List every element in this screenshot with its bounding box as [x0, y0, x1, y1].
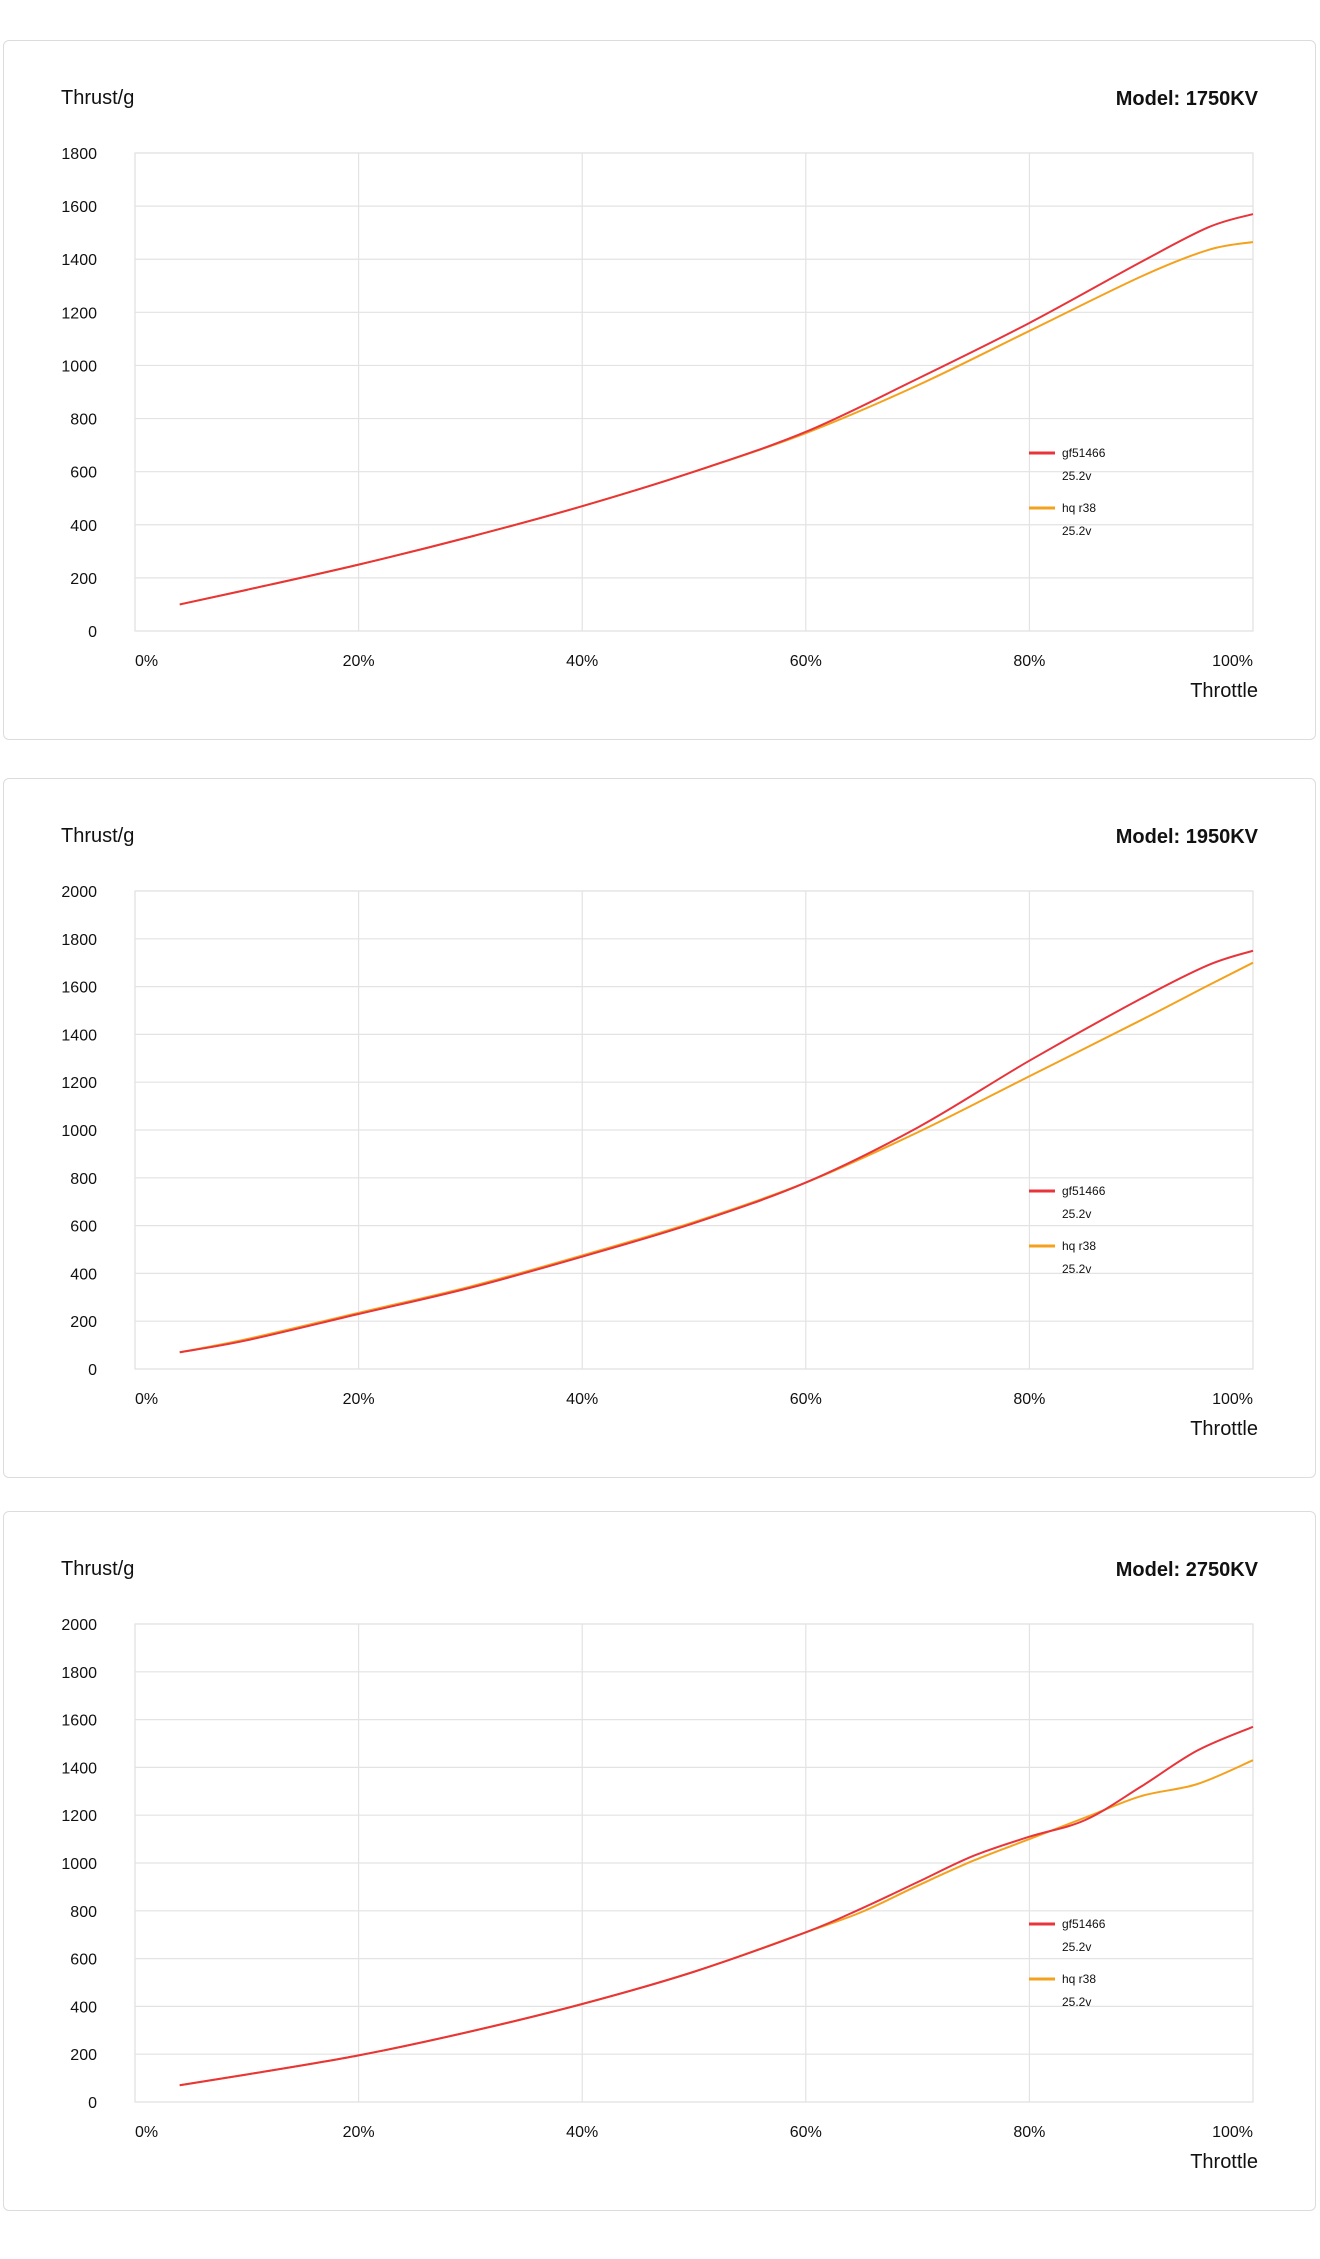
y-tick-label: 1200: [61, 1075, 97, 1092]
y-tick-label: 1000: [61, 1123, 97, 1140]
x-tick-label: 80%: [1013, 2124, 1045, 2141]
legend-sublabel: 25.2v: [1062, 1207, 1091, 1221]
y-tick-label: 1000: [61, 1856, 97, 1873]
y-tick-label: 600: [70, 1219, 97, 1236]
x-tick-label: 40%: [566, 2124, 598, 2141]
series-line-hq-r38: [179, 961, 1254, 1354]
y-tick-label: 200: [70, 571, 97, 588]
x-tick-label: 40%: [566, 653, 598, 670]
x-tick-label: 20%: [343, 653, 375, 670]
legend-sublabel: 25.2v: [1062, 1940, 1091, 1954]
x-tick-label: 80%: [1013, 653, 1045, 670]
y-tick-label: 1800: [61, 932, 97, 949]
y-tick-label: 1400: [61, 1760, 97, 1777]
x-tick-label: 40%: [566, 1391, 598, 1408]
x-tick-label: 60%: [790, 653, 822, 670]
x-tick-label: 20%: [343, 1391, 375, 1408]
y-tick-label: 2000: [61, 1617, 97, 1634]
y-tick-label: 400: [70, 518, 97, 535]
y-tick-label: 800: [70, 412, 97, 429]
x-axis-label: Throttle: [1190, 680, 1258, 702]
x-tick-label: 60%: [790, 1391, 822, 1408]
y-tick-label: 1200: [61, 1808, 97, 1825]
chart-card-2750kv: 0 200 400 600 800 1000 1200 1400 1600 1800 2000 0% 2…: [3, 1511, 1316, 2211]
y-tick-label: 1600: [61, 199, 97, 216]
y-tick-label: 1800: [61, 146, 97, 163]
chart-card-1750kv: 0 200 400 600 800 1000 1200 1400 1600 1800 0% 20% 40…: [3, 40, 1316, 740]
y-tick-label: 1000: [61, 358, 97, 375]
y-tick-label: 200: [70, 2047, 97, 2064]
x-axis-label: Throttle: [1190, 1418, 1258, 1440]
legend-sublabel: 25.2v: [1062, 469, 1091, 483]
legend-label: gf51466: [1062, 446, 1106, 460]
legend-label: gf51466: [1062, 1184, 1106, 1198]
y-tick-label: 2000: [61, 884, 97, 901]
series-line-gf51466: [179, 1725, 1254, 2087]
y-tick-label: 600: [70, 1952, 97, 1969]
legend-sublabel: 25.2v: [1062, 1995, 1091, 2009]
x-tick-label: 0%: [135, 653, 158, 670]
y-tick-label: 0: [88, 2095, 97, 2112]
x-tick-label: 100%: [1212, 2124, 1253, 2141]
x-axis-label: Throttle: [1190, 2151, 1258, 2173]
x-tick-label: 0%: [135, 1391, 158, 1408]
y-tick-label: 1200: [61, 305, 97, 322]
y-tick-label: 800: [70, 1171, 97, 1188]
chart-title: Model: 1750KV: [1115, 88, 1258, 110]
y-tick-label: 200: [70, 1314, 97, 1331]
y-axis-label: Thrust/g: [61, 825, 135, 847]
x-tick-label: 60%: [790, 2124, 822, 2141]
series-line-gf51466: [179, 213, 1254, 606]
y-tick-label: 1400: [61, 252, 97, 269]
plot-frame: [134, 152, 1254, 632]
x-tick-label: 80%: [1013, 1391, 1045, 1408]
y-tick-label: 400: [70, 1266, 97, 1283]
legend-sublabel: 25.2v: [1062, 524, 1091, 538]
chart-title: Model: 2750KV: [1115, 1559, 1258, 1581]
series-line-gf51466: [179, 949, 1254, 1354]
y-axis-label: Thrust/g: [61, 1558, 135, 1580]
y-tick-label: 1600: [61, 1713, 97, 1730]
x-tick-label: 20%: [343, 2124, 375, 2141]
legend-label: hq r38: [1062, 1972, 1096, 1986]
series-line-hq-r38: [179, 240, 1254, 606]
legend-sublabel: 25.2v: [1062, 1262, 1091, 1276]
y-tick-label: 1600: [61, 980, 97, 997]
chart-card-1950kv: 0 200 400 600 800 1000 1200 1400 1600 1800 2000 0% 2…: [3, 778, 1316, 1478]
legend-label: hq r38: [1062, 1239, 1096, 1253]
x-tick-label: 0%: [135, 2124, 158, 2141]
x-tick-label: 100%: [1212, 653, 1253, 670]
chart-1950kv: 0 200 400 600 800 1000 1200 1400 1600 1800 2000 0% 2…: [61, 884, 1254, 1408]
y-tick-label: 1400: [61, 1027, 97, 1044]
legend-label: hq r38: [1062, 501, 1096, 515]
y-tick-label: 0: [88, 624, 97, 641]
y-tick-label: 0: [88, 1362, 97, 1379]
chart-2750kv: 0 200 400 600 800 1000 1200 1400 1600 1800 2000 0% 2…: [61, 1617, 1254, 2141]
y-axis-label: Thrust/g: [61, 87, 135, 109]
chart-1750kv: 0 200 400 600 800 1000 1200 1400 1600 1800 0% 20% 40…: [61, 146, 1254, 670]
legend-label: gf51466: [1062, 1917, 1106, 1931]
chart-title: Model: 1950KV: [1115, 826, 1258, 848]
x-tick-label: 100%: [1212, 1391, 1253, 1408]
y-tick-label: 800: [70, 1904, 97, 1921]
y-tick-label: 600: [70, 465, 97, 482]
y-tick-label: 1800: [61, 1665, 97, 1682]
y-tick-label: 400: [70, 1999, 97, 2016]
